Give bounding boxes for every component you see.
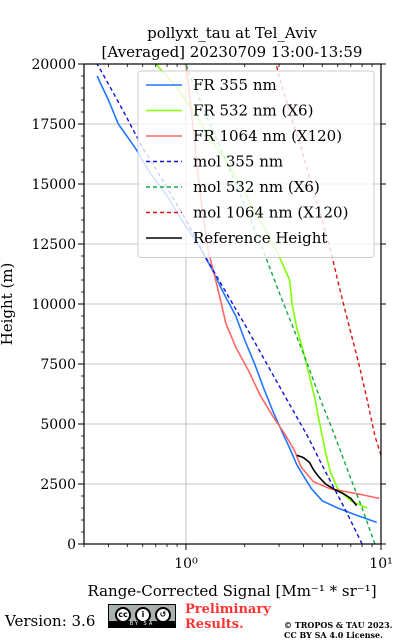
cc-license-badge[interactable]: cc i ↺ BY SA bbox=[108, 604, 176, 628]
legend-label: Reference Height bbox=[193, 229, 327, 247]
copyright-line-2: CC BY SA 4.0 License. bbox=[284, 630, 383, 640]
y-tick-label: 12500 bbox=[31, 237, 76, 253]
preliminary-line-1: Preliminary bbox=[185, 602, 271, 617]
chart: pollyxt_tau at Tel_Aviv [Averaged] 20230… bbox=[0, 24, 393, 600]
legend: FR 355 nm FR 532 nm (X6) FR 1064 nm (X120)… bbox=[137, 70, 375, 258]
copyright-note: © TROPOS & TAU 2023. CC BY SA 4.0 Licens… bbox=[284, 620, 392, 640]
legend-label: mol 355 nm bbox=[193, 153, 283, 171]
series-line-3 bbox=[96, 64, 363, 544]
x-tick-label: 10¹ bbox=[369, 556, 392, 572]
legend-box bbox=[137, 70, 375, 258]
legend-label: FR 532 nm (X6) bbox=[193, 102, 313, 120]
y-axis-label: Height (m) bbox=[0, 263, 16, 346]
preliminary-note: Preliminary Results. bbox=[185, 602, 271, 632]
legend-label: mol 1064 nm (X120) bbox=[193, 204, 348, 222]
y-tick-label: 0 bbox=[67, 537, 76, 553]
y-tick-label: 7500 bbox=[40, 357, 76, 373]
y-tick-label: 20000 bbox=[31, 57, 76, 73]
series-line-6 bbox=[296, 454, 358, 507]
legend-label: FR 355 nm bbox=[193, 76, 277, 94]
version-label: Version: 3.6 bbox=[5, 612, 96, 630]
y-tick-label: 5000 bbox=[40, 417, 76, 433]
x-tick-label: 10⁰ bbox=[174, 556, 198, 572]
preliminary-line-2: Results. bbox=[185, 617, 244, 632]
copyright-line-1: © TROPOS & TAU 2023. bbox=[284, 620, 393, 630]
cc-badge-text: BY SA bbox=[109, 621, 175, 627]
y-tick-label: 17500 bbox=[31, 117, 76, 133]
share-alike-icon: ↺ bbox=[155, 607, 171, 623]
y-tick-label: 15000 bbox=[31, 177, 76, 193]
legend-label: FR 1064 nm (X120) bbox=[193, 127, 342, 145]
x-axis-label: Range-Corrected Signal [Mm⁻¹ * sr⁻¹] bbox=[87, 582, 376, 600]
ticks: 10⁰ 10¹ 0 2500 5000 7500 10000 12500 15000 17500 2… bbox=[31, 57, 392, 572]
y-tick-label: 2500 bbox=[40, 477, 76, 493]
chart-title: pollyxt_tau at Tel_Aviv bbox=[147, 24, 317, 42]
y-tick-label: 10000 bbox=[31, 297, 76, 313]
legend-label: mol 532 nm (X6) bbox=[193, 178, 320, 196]
chart-subtitle: [Averaged] 20230709 13:00-13:59 bbox=[102, 43, 363, 61]
